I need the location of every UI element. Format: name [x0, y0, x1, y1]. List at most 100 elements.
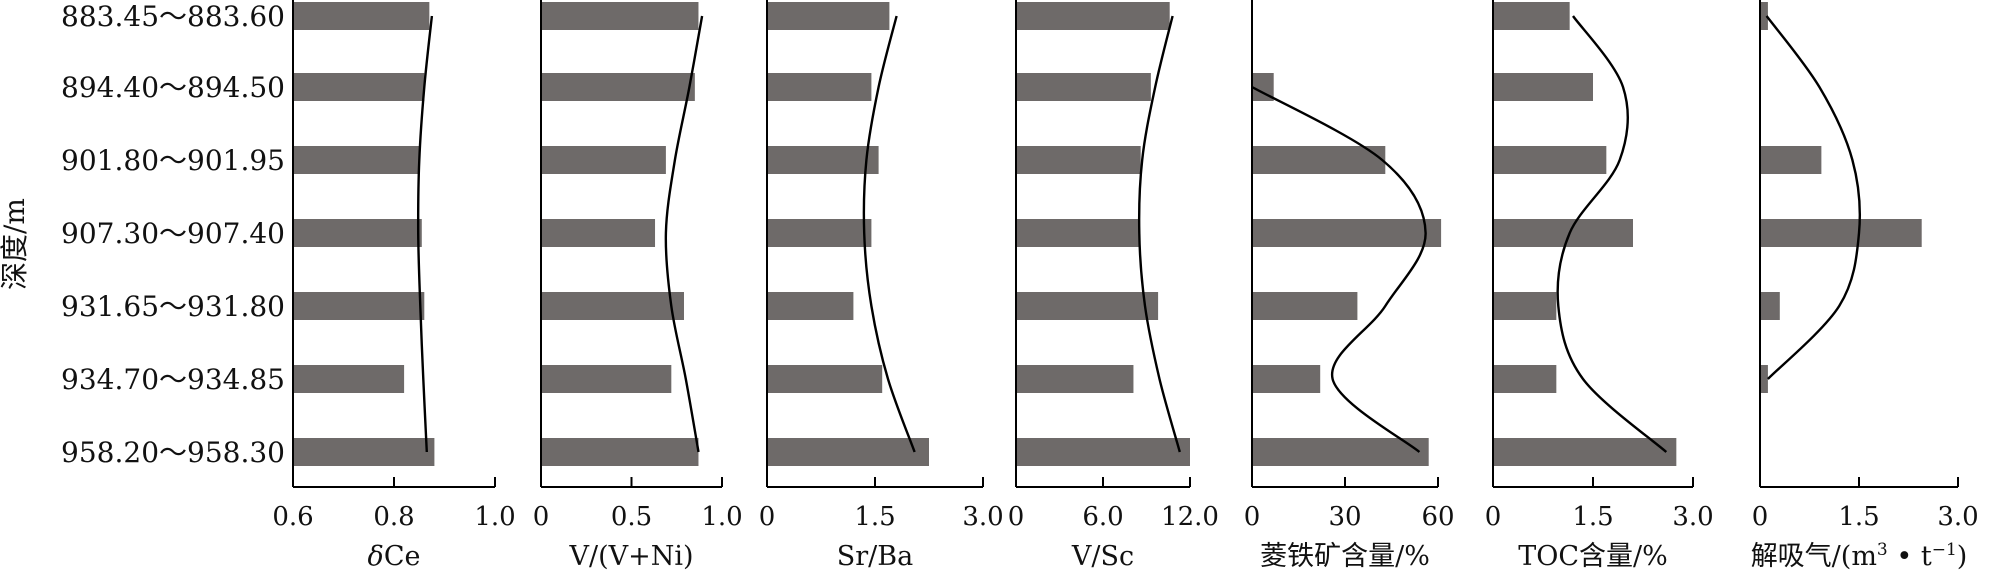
bar	[1493, 219, 1633, 247]
bar	[767, 2, 890, 30]
bar	[1493, 365, 1557, 393]
bar	[293, 438, 435, 466]
panel-desorbed-gas: 0 1.5 3.0 解吸气/(m3 • t−1)	[1751, 0, 1979, 572]
bar	[541, 219, 656, 247]
bar	[1760, 219, 1922, 247]
bar	[1016, 438, 1190, 466]
bar	[1252, 292, 1358, 320]
bar	[541, 438, 699, 466]
x-tick-label: 0.6	[272, 502, 313, 532]
y-axis-label: 深度/m	[0, 198, 31, 290]
bar	[1016, 292, 1159, 320]
bar	[1760, 146, 1822, 174]
x-tick-label: 0.5	[611, 502, 652, 532]
bar	[767, 219, 872, 247]
bar	[293, 2, 430, 30]
bar	[293, 292, 425, 320]
bar	[293, 365, 405, 393]
x-tick-label: 1.5	[1838, 502, 1879, 532]
x-tick-label: 0	[1244, 502, 1261, 532]
depth-label: 931.65～931.80	[61, 290, 285, 323]
trend-curve	[862, 15, 916, 453]
depth-label: 901.80～901.95	[61, 144, 285, 177]
depth-label: 958.20～958.30	[61, 436, 285, 469]
bar	[1016, 146, 1141, 174]
trend-curve	[416, 15, 434, 453]
bar	[541, 292, 684, 320]
bar	[1016, 2, 1170, 30]
bar	[1252, 365, 1321, 393]
x-tick-label: 0	[759, 502, 776, 532]
bar	[541, 73, 695, 101]
panel-dce: 0.6 0.8 1.0 δCe	[272, 0, 516, 572]
x-tick-label: 3.0	[962, 502, 1003, 532]
bar	[1252, 146, 1386, 174]
bar	[1493, 146, 1607, 174]
x-tick-label: 3.0	[1672, 502, 1713, 532]
panel-siderite: 0 30 60 菱铁矿含量/%	[1244, 0, 1455, 572]
bar	[1493, 438, 1677, 466]
bar	[541, 2, 699, 30]
bar	[1252, 219, 1442, 247]
bar	[767, 146, 879, 174]
bar	[1493, 292, 1557, 320]
bar	[767, 438, 929, 466]
x-tick-label: 1.0	[701, 502, 742, 532]
y-axis-label-group: 深度/m	[0, 198, 31, 290]
bar	[1760, 292, 1780, 320]
bar	[293, 73, 425, 101]
panel-v-sc: 0 6.0 12.0 V/Sc	[1008, 0, 1219, 572]
panel-title: Sr/Ba	[837, 541, 913, 572]
bar	[1493, 2, 1570, 30]
x-tick-label: 0	[1008, 502, 1025, 532]
x-tick-label: 60	[1421, 502, 1454, 532]
panel-title: 菱铁矿含量/%	[1260, 541, 1430, 572]
bar	[541, 365, 672, 393]
x-tick-label: 6.0	[1082, 502, 1123, 532]
bar	[293, 219, 422, 247]
panel-title: V/Sc	[1071, 541, 1134, 572]
x-tick-label: 30	[1328, 502, 1361, 532]
depth-label: 934.70～934.85	[61, 363, 285, 396]
trend-curve	[664, 15, 704, 453]
bar	[293, 146, 420, 174]
x-tick-label: 3.0	[1937, 502, 1978, 532]
x-tick-label: 1.0	[474, 502, 515, 532]
bar	[1252, 438, 1429, 466]
panel-sr-ba: 0 1.5 3.0 Sr/Ba	[759, 0, 1004, 572]
bar	[1760, 365, 1768, 393]
depth-label: 883.45～883.60	[61, 0, 285, 33]
bar	[541, 146, 666, 174]
bar	[767, 292, 854, 320]
panel-title: TOC含量/%	[1518, 541, 1668, 572]
depth-labels: 883.45～883.60 894.40～894.50 901.80～901.95 9…	[61, 0, 285, 469]
trend-curve	[1556, 15, 1668, 453]
bar	[1016, 219, 1140, 247]
x-tick-label: 1.5	[854, 502, 895, 532]
x-tick-label: 0.8	[373, 502, 414, 532]
depth-label: 907.30～907.40	[61, 217, 285, 250]
trend-curve	[1765, 15, 1862, 380]
panel-v-vni: 0 0.5 1.0 V/(V+Ni)	[533, 0, 743, 572]
x-tick-label: 1.5	[1572, 502, 1613, 532]
panel-title: 解吸气/(m3 • t−1)	[1751, 540, 1968, 572]
x-tick-label: 0	[1752, 502, 1769, 532]
trend-curve	[1251, 85, 1427, 453]
bar	[1016, 365, 1134, 393]
bar	[1016, 73, 1151, 101]
depth-label: 894.40～894.50	[61, 71, 285, 104]
bar	[1493, 73, 1593, 101]
bar	[767, 365, 883, 393]
panel-title: V/(V+Ni)	[568, 541, 693, 572]
bar	[767, 73, 872, 101]
bar	[1252, 73, 1274, 101]
x-tick-label: 12.0	[1161, 502, 1219, 532]
trend-curve	[1137, 15, 1181, 453]
bar	[1760, 2, 1768, 30]
panel-title: δCe	[368, 541, 421, 572]
x-tick-label: 0	[1485, 502, 1502, 532]
x-tick-label: 0	[533, 502, 550, 532]
